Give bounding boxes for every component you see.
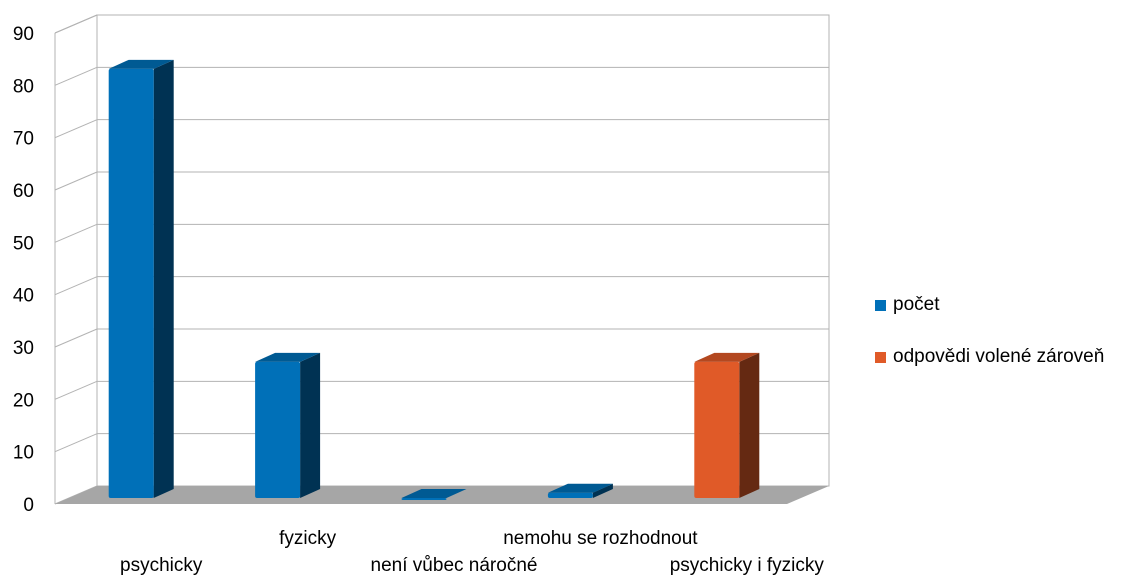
bar: [108, 59, 174, 498]
gridline-side: [54, 66, 98, 86]
y-tick-label: 30: [13, 338, 34, 359]
legend-item-pocet: počet: [875, 292, 1104, 318]
bar-side: [300, 352, 321, 498]
gridline-side: [54, 14, 98, 34]
bar-side: [153, 59, 174, 498]
y-tick-label: 70: [13, 129, 34, 150]
y-axis: 0 10 20 30 40 50 60 70 80 90: [13, 24, 34, 516]
bar-side: [592, 483, 613, 498]
gridline-side: [54, 380, 98, 400]
gridline-side: [54, 276, 98, 296]
bar: [694, 352, 760, 498]
legend-swatch-odpovedi: [875, 351, 886, 363]
bar-front: [547, 492, 593, 498]
bar-top: [255, 352, 321, 362]
gridline-side: [54, 171, 98, 191]
legend-label-odpovedi: odpovědi volené zároveň: [893, 346, 1105, 367]
bar-side: [739, 352, 760, 498]
y-tick-label: 80: [13, 76, 34, 97]
legend: počet odpovědi volené zároveň: [875, 292, 1104, 396]
legend-label-pocet: počet: [893, 294, 940, 315]
bar-front: [694, 361, 740, 498]
bars: [108, 59, 760, 500]
y-tick-label: 20: [13, 390, 34, 411]
bar-top: [547, 483, 613, 493]
x-axis: psychicky fyzicky není vůbec náročné nemohu…: [120, 528, 824, 576]
legend-swatch-pocet: [875, 299, 886, 311]
y-tick-label: 0: [23, 495, 34, 516]
gridline-side: [54, 223, 98, 243]
bar: [401, 489, 467, 500]
y-tick-label: 10: [13, 443, 34, 464]
y-tick-label: 50: [13, 233, 34, 254]
x-category-label: nemohu se rozhodnout: [503, 528, 698, 549]
x-category-label: není vůbec náročné: [371, 555, 538, 576]
x-category-label: psychicky i fyzicky: [670, 555, 825, 576]
bar-top: [401, 489, 467, 498]
bar-top: [108, 59, 174, 69]
gridline-side: [54, 328, 98, 348]
y-tick-label: 40: [13, 286, 34, 307]
legend-item-odpovedi: odpovědi volené zároveň: [875, 344, 1104, 370]
gridline-side: [54, 119, 98, 139]
bar-front: [108, 68, 154, 498]
bar: [255, 352, 321, 498]
bar: [547, 483, 613, 498]
bar-top: [694, 352, 760, 362]
y-tick-label: 90: [13, 24, 34, 45]
bar-front: [255, 361, 301, 498]
gridline-side: [54, 433, 98, 453]
bar-front: [401, 498, 447, 500]
x-category-label: fyzicky: [279, 528, 337, 549]
y-tick-label: 60: [13, 181, 34, 202]
x-category-label: psychicky: [120, 555, 203, 576]
